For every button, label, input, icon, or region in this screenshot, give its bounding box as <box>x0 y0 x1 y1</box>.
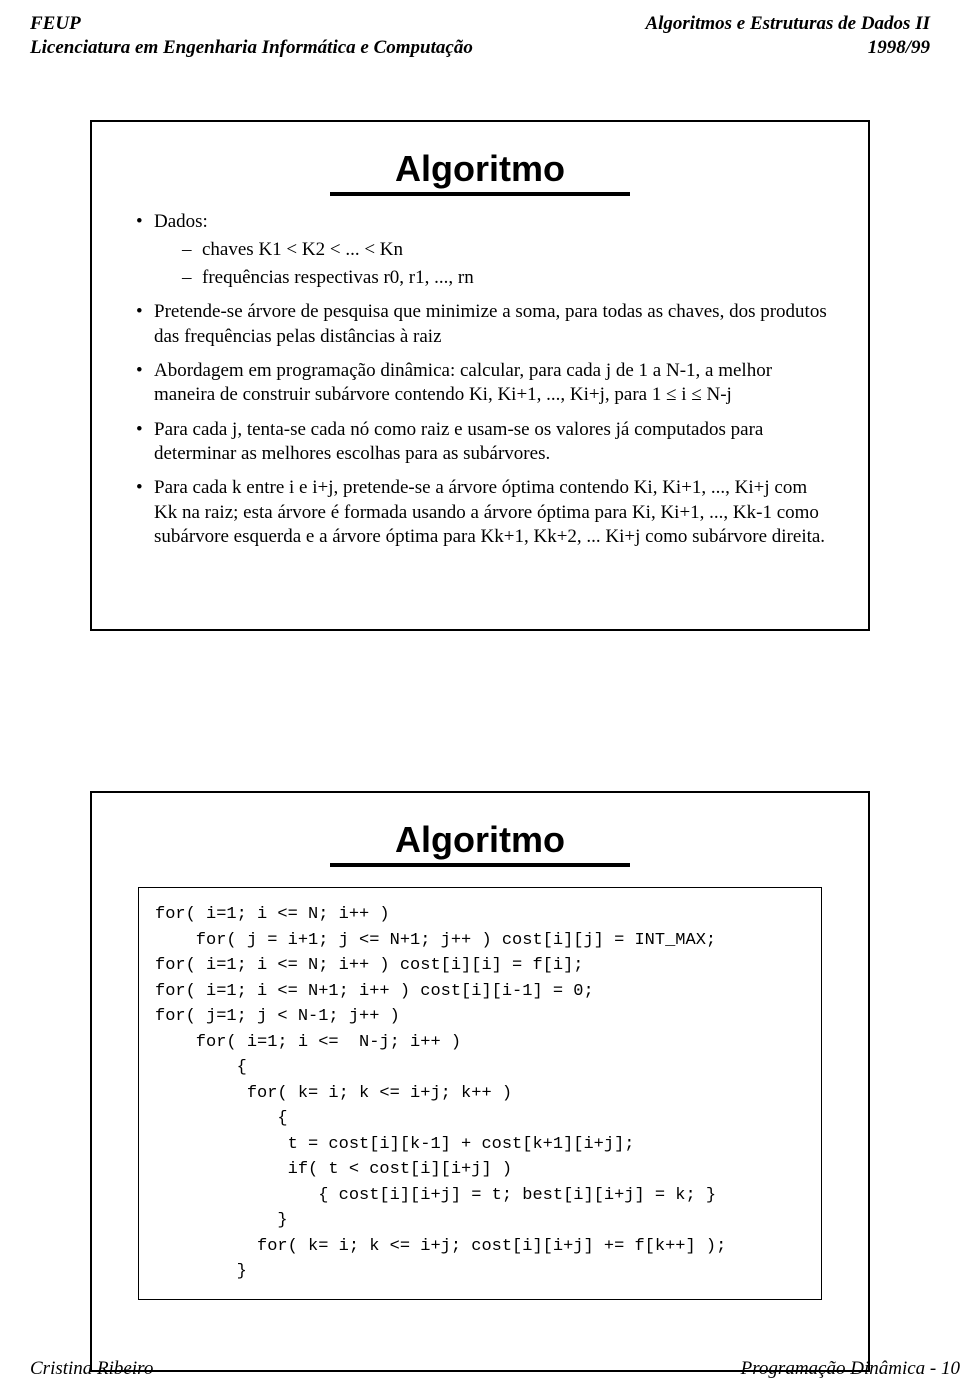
bullet-dados-label: Dados: <box>154 211 208 232</box>
sub-chaves: chaves K1 < K2 < ... < Kn <box>154 238 828 262</box>
header-course: Algoritmos e Estruturas de Dados II <box>645 12 930 36</box>
slide-2-title: Algoritmo <box>330 819 630 867</box>
slide-1-bullets: Dados: chaves K1 < K2 < ... < Kn frequên… <box>132 210 828 550</box>
slide-1-title: Algoritmo <box>330 148 630 196</box>
header-institution: FEUP <box>30 12 473 36</box>
page-header: FEUP Licenciatura em Engenharia Informát… <box>30 12 930 60</box>
code-block: for( i=1; i <= N; i++ ) for( j = i+1; j … <box>138 887 822 1300</box>
bullet-abordagem: Abordagem em programação dinâmica: calcu… <box>132 359 828 408</box>
bullet-dados: Dados: chaves K1 < K2 < ... < Kn frequên… <box>132 210 828 291</box>
slide-1: Algoritmo Dados: chaves K1 < K2 < ... < … <box>90 120 870 632</box>
page-footer: Cristina Ribeiro Programação Dinâmica - … <box>30 1358 960 1380</box>
bullet-pretende: Pretende-se árvore de pesquisa que minim… <box>132 300 828 349</box>
bullet-dados-sublist: chaves K1 < K2 < ... < Kn frequências re… <box>154 238 828 291</box>
bullet-para-cada-k: Para cada k entre i e i+j, pretende-se a… <box>132 476 828 549</box>
bullet-para-cada-j: Para cada j, tenta-se cada nó como raiz … <box>132 418 828 467</box>
footer-author: Cristina Ribeiro <box>30 1358 153 1380</box>
footer-page: Programação Dinâmica - 10 <box>741 1358 960 1380</box>
slide-2: Algoritmo for( i=1; i <= N; i++ ) for( j… <box>90 791 870 1372</box>
header-right: Algoritmos e Estruturas de Dados II 1998… <box>645 12 930 60</box>
header-year: 1998/99 <box>645 36 930 60</box>
header-left: FEUP Licenciatura em Engenharia Informát… <box>30 12 473 60</box>
header-degree: Licenciatura em Engenharia Informática e… <box>30 36 473 60</box>
sub-frequencias: frequências respectivas r0, r1, ..., rn <box>154 266 828 290</box>
page: FEUP Licenciatura em Engenharia Informát… <box>0 0 960 1382</box>
